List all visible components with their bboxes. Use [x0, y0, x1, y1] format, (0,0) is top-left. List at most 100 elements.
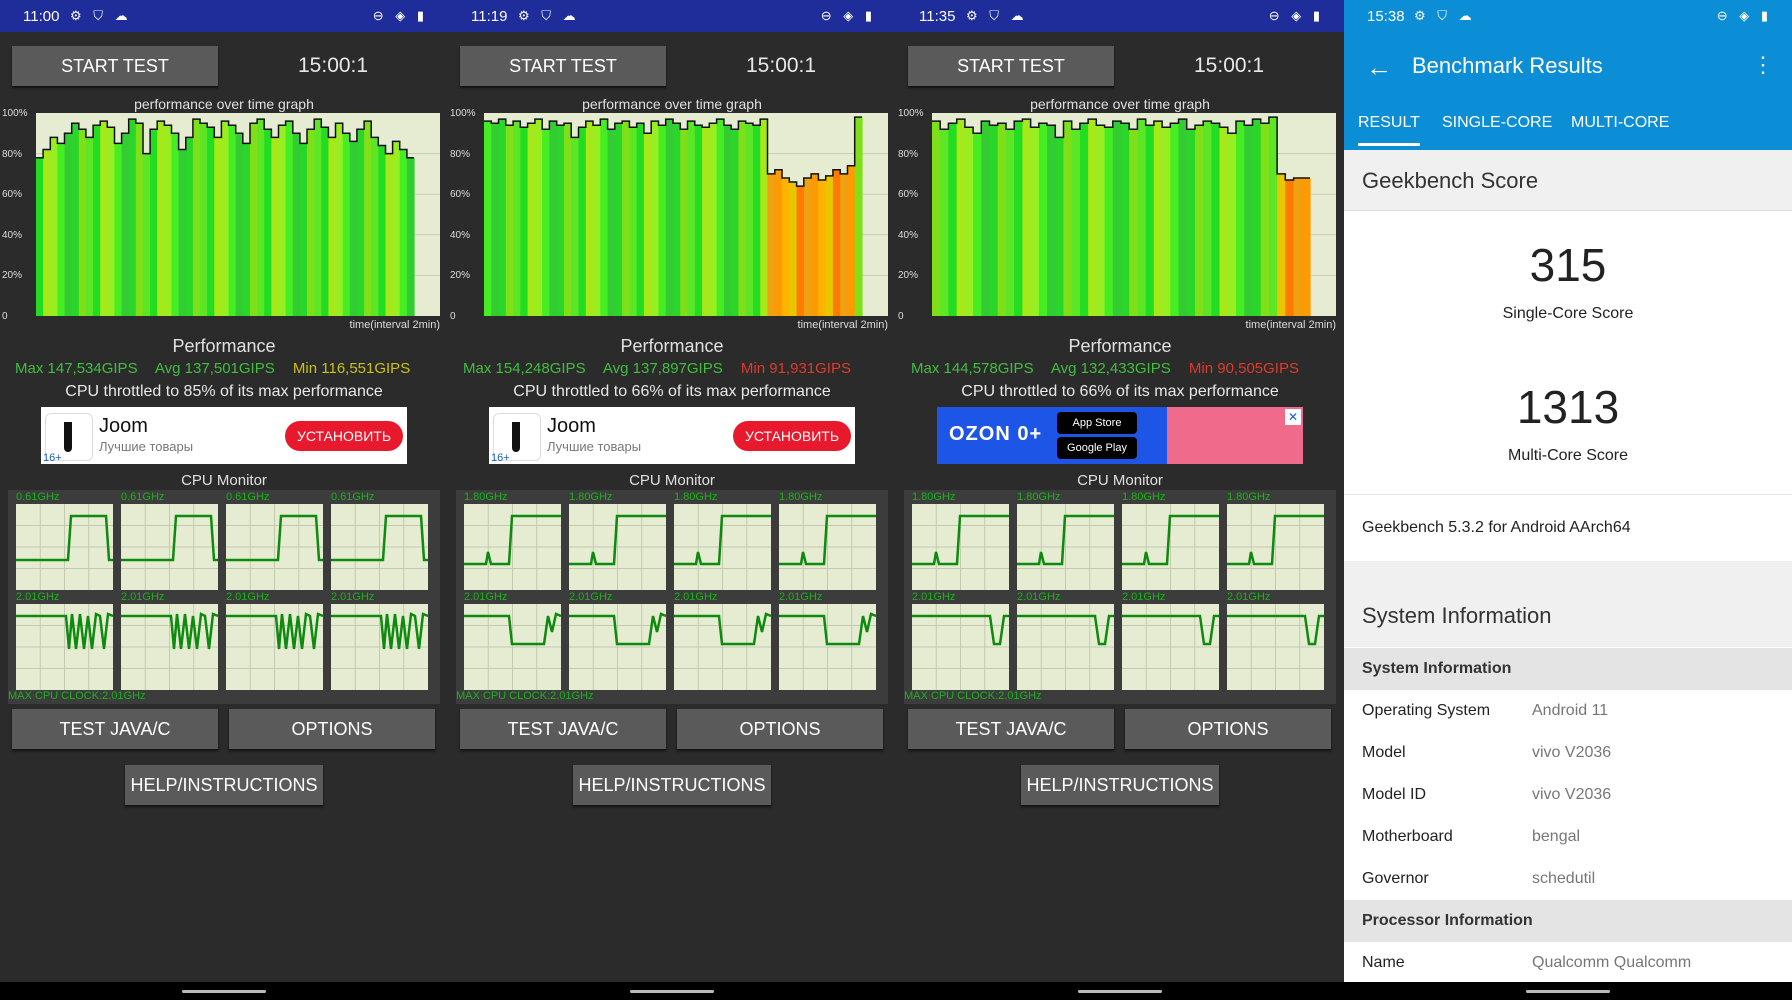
min-gips: Min 91,931GIPS [740, 360, 851, 377]
performance-bar [709, 123, 718, 316]
options-button[interactable]: OPTIONS [229, 709, 435, 749]
info-key: Motherboard [1362, 828, 1453, 845]
tab-single-core[interactable]: SINGLE-CORE [1442, 114, 1553, 131]
test-java-button[interactable]: TEST JAVA/C [908, 709, 1114, 749]
y-tick-label: 100% [2, 108, 28, 119]
performance-bar [364, 121, 372, 316]
performance-bar [36, 157, 44, 316]
performance-line [36, 118, 414, 159]
y-tick-label: 40% [450, 229, 471, 241]
status-time: 11:35 [919, 8, 956, 25]
core-load-line [331, 514, 428, 562]
google-play-badge[interactable]: Google Play [1057, 437, 1137, 459]
help-button[interactable]: HELP/INSTRUCTIONS [573, 765, 771, 805]
version-row: Geekbench 5.3.2 for Android AArch64 [1344, 494, 1792, 562]
performance-bar [1236, 121, 1245, 316]
performance-bar [796, 186, 805, 316]
core-frequency: 0.61GHz [16, 491, 60, 503]
x-axis-label: time(interval 2min) [349, 319, 440, 331]
ad-banner[interactable]: 16+ Joom Лучшие товары УСТАНОВИТЬ [489, 407, 855, 464]
start-test-button[interactable]: START TEST [460, 46, 666, 86]
info-key: Model [1362, 744, 1406, 761]
performance-bar [687, 121, 696, 316]
tab-result[interactable]: RESULT [1358, 114, 1420, 146]
core-frequency: 1.80GHz [1227, 491, 1271, 503]
performance-bar [964, 127, 974, 316]
performance-stats: Max 144,578GIPS Avg 132,433GIPS Min 90,5… [911, 360, 1341, 377]
core-graph [1227, 504, 1324, 590]
performance-bar [157, 121, 165, 316]
core-load-line [1017, 514, 1114, 566]
performance-bar [981, 121, 991, 316]
performance-bar [1022, 119, 1032, 316]
info-row: Governor schedutil [1344, 858, 1792, 901]
geekbench-screen: 15:38 ⚙ ⛉ ☁ ⊖ ◈ ▮ ← Benchmark Results ⋮ … [1344, 0, 1792, 1000]
info-value: schedutil [1532, 870, 1596, 887]
performance-bar [385, 153, 394, 316]
performance-line [932, 116, 1310, 181]
home-handle[interactable] [1078, 990, 1162, 993]
performance-bar [378, 145, 387, 316]
throttle-summary: CPU throttled to 66% of its max performa… [513, 383, 831, 400]
ad-install-button[interactable]: УСТАНОВИТЬ [733, 421, 851, 451]
performance-bar [1227, 133, 1237, 316]
app-store-badge[interactable]: App Store [1057, 412, 1137, 434]
home-handle[interactable] [630, 990, 714, 993]
home-handle[interactable] [1526, 990, 1610, 993]
test-java-button[interactable]: TEST JAVA/C [460, 709, 666, 749]
options-button[interactable]: OPTIONS [1125, 709, 1331, 749]
ad-image [1167, 407, 1303, 464]
core-graph [331, 604, 428, 690]
core-graph [912, 604, 1009, 690]
home-handle[interactable] [182, 990, 266, 993]
performance-bar [803, 177, 812, 316]
core-graph [569, 504, 666, 590]
performance-bar [752, 125, 761, 316]
performance-bar [665, 119, 674, 316]
core-graph [1122, 504, 1219, 590]
cpu-throttling-screen: 11:00 ⚙ ⛉ ☁ ⊖ ◈ ▮ START TEST 15:00:1 per… [0, 0, 448, 1000]
more-vert-icon[interactable]: ⋮ [1752, 52, 1774, 77]
status-time: 15:38 [1367, 8, 1405, 25]
max-gips: Max 147,534GIPS [15, 360, 138, 377]
geekbench-version: Geekbench 5.3.2 for Android AArch64 [1362, 519, 1631, 536]
max-gips: Max 154,248GIPS [463, 360, 586, 377]
performance-bar [513, 121, 521, 316]
core-graph [331, 504, 428, 590]
help-button[interactable]: HELP/INSTRUCTIONS [125, 765, 323, 805]
performance-bar [1104, 127, 1114, 316]
performance-bar [585, 121, 594, 316]
performance-bar [745, 123, 754, 316]
y-tick-label: 80% [2, 148, 23, 160]
close-icon[interactable]: ✕ [1285, 409, 1301, 425]
help-button[interactable]: HELP/INSTRUCTIONS [1021, 765, 1219, 805]
tab-multi-core[interactable]: MULTI-CORE [1571, 114, 1670, 131]
max-cpu-clock: MAX CPU CLOCK:2.01GHz [456, 690, 594, 702]
single-core-label: Single-Core Score [1502, 305, 1634, 322]
core-frequency: 1.80GHz [464, 491, 508, 503]
info-row: Motherboard bengal [1344, 816, 1792, 859]
options-button[interactable]: OPTIONS [677, 709, 883, 749]
back-arrow-icon[interactable]: ← [1366, 52, 1392, 82]
ad-install-button[interactable]: УСТАНОВИТЬ [285, 421, 403, 451]
group-title: System Information [1362, 660, 1512, 677]
performance-bar [278, 125, 287, 316]
y-tick-label: 20% [2, 270, 23, 281]
core-graph [674, 604, 771, 690]
ad-banner[interactable]: OZON 0+ App Store Google Play ✕ [937, 407, 1303, 464]
info-key: Operating System [1362, 702, 1491, 719]
status-bar: 11:35 ⚙ ⛉ ☁ ⊖ ◈ ▮ [896, 0, 1344, 32]
performance-bar [71, 123, 80, 316]
performance-bar [1088, 119, 1097, 316]
start-test-button[interactable]: START TEST [908, 46, 1114, 86]
performance-bar [607, 129, 616, 316]
performance-bar [1063, 121, 1073, 316]
ad-banner[interactable]: 16+ Joom Лучшие товары УСТАНОВИТЬ [41, 407, 407, 464]
test-java-button[interactable]: TEST JAVA/C [12, 709, 218, 749]
cpu-monitor: 0.61GHz 0.61GHz 0.61GHz 0.61GHz 2.01GHz 2.01G… [8, 490, 440, 704]
performance-bar [328, 137, 337, 316]
performance-bar [1252, 119, 1262, 316]
y-tick-label: 80% [898, 148, 919, 160]
start-test-button[interactable]: START TEST [12, 46, 218, 86]
performance-bar [505, 125, 514, 316]
